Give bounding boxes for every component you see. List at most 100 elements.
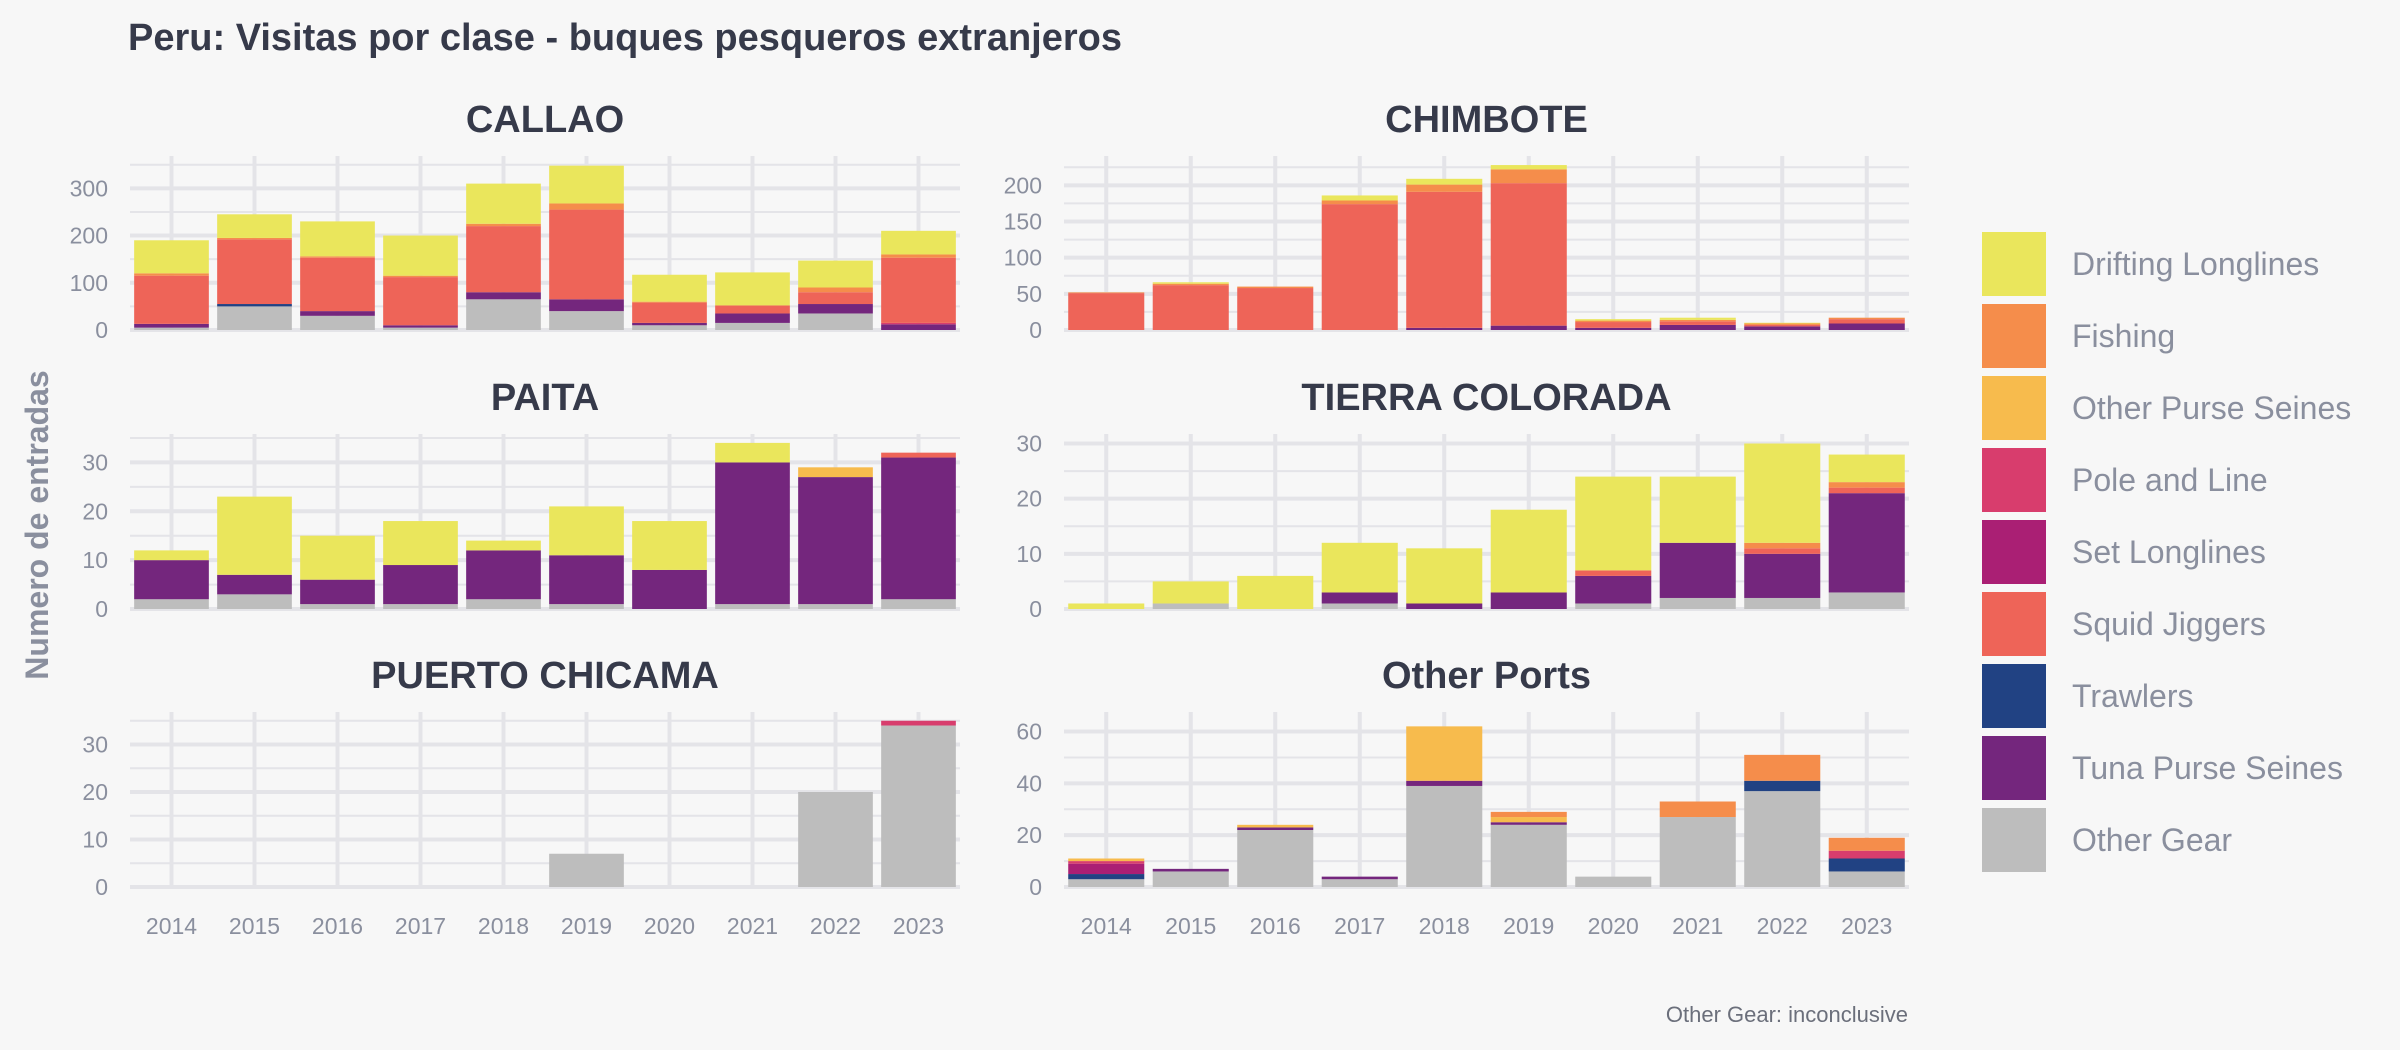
- legend-item-squid-jiggers: Squid Jiggers: [1982, 592, 2266, 656]
- legend-label: Other Gear: [2072, 822, 2232, 858]
- bar-segment-tuna-purse-seines: [1744, 553, 1821, 598]
- y-tick-label: 0: [1029, 874, 1042, 900]
- bar-segment-other-gear: [1828, 871, 1905, 887]
- y-tick-label: 200: [70, 223, 108, 249]
- bar-segment-tuna-purse-seines: [1828, 323, 1905, 330]
- bar-segment-other-gear: [1152, 603, 1229, 609]
- bar-segment-drifting-longlines: [1659, 317, 1736, 320]
- bar-segment-tuna-purse-seines: [1490, 592, 1567, 609]
- panel-title: CALLAO: [466, 99, 624, 141]
- legend-item-tuna-purse-seines: Tuna Purse Seines: [1982, 736, 2343, 800]
- bar-segment-tuna-purse-seines: [1406, 780, 1483, 786]
- bar-segment-other-gear: [1575, 603, 1652, 609]
- bar-segment-fishing: [1068, 292, 1145, 294]
- bar-segment-drifting-longlines: [632, 521, 707, 570]
- bar-segment-squid-jiggers: [134, 275, 209, 324]
- bar-segment-drifting-longlines: [1744, 443, 1821, 543]
- y-tick-label: 100: [70, 270, 108, 296]
- y-tick-label: 20: [1016, 486, 1042, 512]
- legend-item-drifting-longlines: Drifting Longlines: [1982, 232, 2319, 296]
- bar-segment-other-gear: [881, 599, 956, 609]
- panel-other-ports: Other Ports 0 20 40 60 2014 2015 2016 2017 2018 20…: [1016, 655, 1909, 939]
- bar-segment-tuna-purse-seines: [134, 323, 209, 328]
- bar-segment-fishing: [1828, 837, 1905, 851]
- bar-segment-fishing: [1321, 200, 1398, 205]
- bar-segment-fishing: [1744, 323, 1821, 325]
- x-tick-label: 2016: [1250, 913, 1301, 939]
- legend-label: Other Purse Seines: [2072, 390, 2351, 426]
- legend-swatch: [1982, 376, 2046, 440]
- bar-segment-drifting-longlines: [466, 540, 541, 551]
- bar-segment-fishing: [1828, 317, 1905, 320]
- legend-swatch: [1982, 736, 2046, 800]
- bar-segment-fishing: [217, 237, 292, 240]
- bar-segment-other-gear: [1659, 597, 1736, 609]
- legend-swatch: [1982, 664, 2046, 728]
- bar-segment-fishing: [1406, 184, 1483, 192]
- y-tick-label: 0: [95, 874, 108, 900]
- bar-segment-other-gear: [217, 306, 292, 330]
- bar-segment-drifting-longlines: [383, 521, 458, 566]
- y-tick-label: 200: [1004, 172, 1042, 198]
- bar-segment-tuna-purse-seines: [798, 477, 873, 605]
- x-tick-label: 2018: [478, 913, 529, 939]
- bar-segment-tuna-purse-seines: [632, 322, 707, 326]
- bar-segment-other-gear: [1068, 879, 1145, 887]
- x-tick-label: 2022: [810, 913, 861, 939]
- legend-swatch: [1982, 592, 2046, 656]
- x-tick-label: 2015: [1165, 913, 1216, 939]
- panel-title: CHIMBOTE: [1385, 99, 1588, 141]
- bar-segment-drifting-longlines: [1237, 575, 1314, 609]
- bar-segment-squid-jiggers: [632, 302, 707, 323]
- bar-segment-tuna-purse-seines: [881, 457, 956, 600]
- x-tick-label: 2018: [1419, 913, 1470, 939]
- bar-segment-other-purse-seines: [1068, 858, 1145, 862]
- bar-segment-drifting-longlines: [1406, 178, 1483, 185]
- bar-segment-other-gear: [1659, 817, 1736, 887]
- x-tick-label: 2019: [561, 913, 612, 939]
- bar-segment-tuna-purse-seines: [466, 550, 541, 600]
- bar-segment-other-gear: [1744, 597, 1821, 609]
- bar-segment-squid-jiggers: [1744, 548, 1821, 554]
- legend-label: Trawlers: [2072, 678, 2193, 714]
- bar-segment-pole-and-line: [1828, 850, 1905, 859]
- bar-segment-other-gear: [549, 604, 624, 609]
- bar-segment-tuna-purse-seines: [1659, 324, 1736, 330]
- bar-segment-squid-jiggers: [300, 257, 375, 312]
- bar-segment-tuna-purse-seines: [383, 565, 458, 605]
- bar-segment-squid-jiggers: [1575, 570, 1652, 576]
- bar-segment-drifting-longlines: [134, 550, 209, 561]
- legend-label: Fishing: [2072, 318, 2175, 354]
- x-tick-label: 2023: [1841, 913, 1892, 939]
- bar-segment-tuna-purse-seines: [798, 304, 873, 314]
- y-tick-label: 10: [1016, 541, 1042, 567]
- bar-segment-fishing: [1744, 542, 1821, 549]
- y-tick-label: 0: [95, 317, 108, 343]
- bar-segment-drifting-longlines: [1152, 581, 1229, 604]
- bar-segment-other-gear: [1321, 603, 1398, 609]
- bar-segment-tuna-purse-seines: [1321, 876, 1398, 880]
- bar-segment-squid-jiggers: [1828, 319, 1905, 324]
- bar-segment-pole-and-line: [1068, 861, 1145, 864]
- bar-segment-fishing: [1152, 283, 1229, 286]
- bar-segment-drifting-longlines: [1744, 322, 1821, 324]
- x-tick-label: 2015: [229, 913, 280, 939]
- bar-segment-other-gear: [798, 604, 873, 609]
- y-tick-label: 300: [70, 175, 108, 201]
- bar-segment-other-gear: [134, 327, 209, 330]
- y-tick-label: 60: [1016, 719, 1042, 745]
- bar-segment-tuna-purse-seines: [715, 462, 790, 605]
- y-tick-label: 30: [82, 449, 108, 475]
- bar-segment-other-gear: [549, 853, 624, 887]
- bar-segment-other-gear: [383, 604, 458, 609]
- bar-segment-fishing: [466, 223, 541, 227]
- y-tick-label: 0: [1029, 317, 1042, 343]
- bar-segment-other-gear: [1744, 791, 1821, 887]
- bar-segment-squid-jiggers: [549, 209, 624, 300]
- bar-segment-other-gear: [715, 604, 790, 609]
- bar-segment-drifting-longlines: [881, 230, 956, 255]
- bar-segment-other-gear: [1828, 592, 1905, 609]
- x-tick-label: 2014: [1081, 913, 1132, 939]
